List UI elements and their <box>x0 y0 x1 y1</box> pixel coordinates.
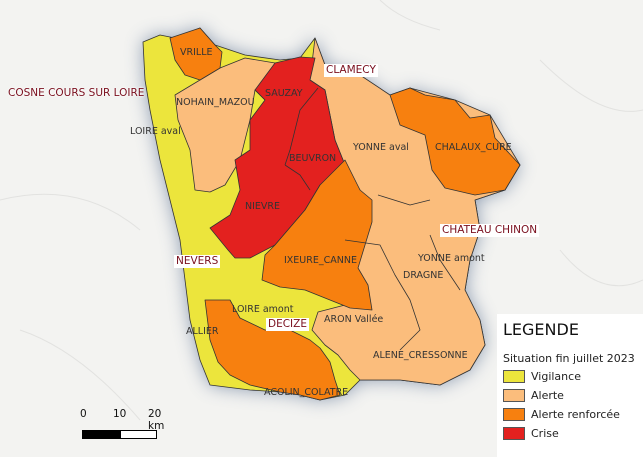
zone-label-allier: ALLIER <box>186 326 219 337</box>
legend-item-crise: Crise <box>503 426 559 440</box>
legend-swatch <box>503 426 525 440</box>
legend: LEGENDE Situation fin juillet 2023 Vigil… <box>497 314 643 457</box>
zone-internal-borders <box>254 87 461 351</box>
legend-swatch <box>503 369 525 383</box>
zone-ixeure-canne[interactable] <box>261 159 373 311</box>
legend-subtitle: Situation fin juillet 2023 <box>503 352 635 365</box>
scale-label-20: 20 km <box>148 408 165 432</box>
legend-swatch <box>503 407 525 421</box>
zone-vrille[interactable] <box>169 27 223 81</box>
legend-item-alerte-renforcee: Alerte renforcée <box>503 407 620 421</box>
legend-label: Alerte renforcée <box>531 407 620 421</box>
city-label-nevers: NEVERS <box>174 255 221 268</box>
zone-label-vrille: VRILLE <box>180 47 213 58</box>
legend-swatch <box>503 388 525 402</box>
zone-label-alene-cressonne: ALENE_CRESSONNE <box>373 350 468 361</box>
scale-label-10: 10 <box>113 408 127 420</box>
legend-item-vigilance: Vigilance <box>503 369 581 383</box>
scale-bar-black <box>82 430 122 439</box>
zone-label-sauzay: SAUZAY <box>265 88 303 99</box>
zone-label-aron-vallee: ARON Vallée <box>324 314 384 325</box>
zone-label-chalaux-cure: CHALAUX_CURE <box>435 142 512 153</box>
city-label-chateau-chinon: CHATEAU CHINON <box>440 224 540 237</box>
zone-label-ixeure-canne: IXEURE_CANNE <box>284 255 357 266</box>
zone-label-beuvron: BEUVRON <box>289 153 337 164</box>
zone-label-yonne-aval: YONNE aval <box>353 142 409 153</box>
zone-chalaux-cure[interactable] <box>389 87 521 196</box>
zone-label-nievre: NIEVRE <box>245 201 281 212</box>
background-roads <box>0 0 643 421</box>
zone-crise[interactable] <box>209 56 346 259</box>
city-label-clamecy: CLAMECY <box>324 64 378 77</box>
zone-label-acolin-colatre: ACOLIN_COLATRE <box>264 387 349 398</box>
zone-label-yonne-amont: YONNE amont <box>418 253 485 264</box>
zone-label-loire-aval: LOIRE aval <box>130 126 181 137</box>
scale-label-0: 0 <box>80 408 87 420</box>
legend-title: LEGENDE <box>503 320 579 339</box>
scale-bar-white <box>120 430 157 439</box>
city-label-decize: DECIZE <box>266 318 309 331</box>
zone-label-nohain-mazou: NOHAIN_MAZOU <box>176 97 255 108</box>
legend-label: Vigilance <box>531 369 581 383</box>
city-label-cosne: COSNE COURS SUR LOIRE <box>8 87 145 99</box>
zone-label-dragne: DRAGNE <box>403 270 444 281</box>
legend-label: Crise <box>531 426 559 440</box>
zone-acolin-colatre[interactable] <box>204 299 341 401</box>
zone-label-loire-amont: LOIRE amont <box>232 304 294 315</box>
legend-label: Alerte <box>531 388 564 402</box>
legend-item-alerte: Alerte <box>503 388 564 402</box>
